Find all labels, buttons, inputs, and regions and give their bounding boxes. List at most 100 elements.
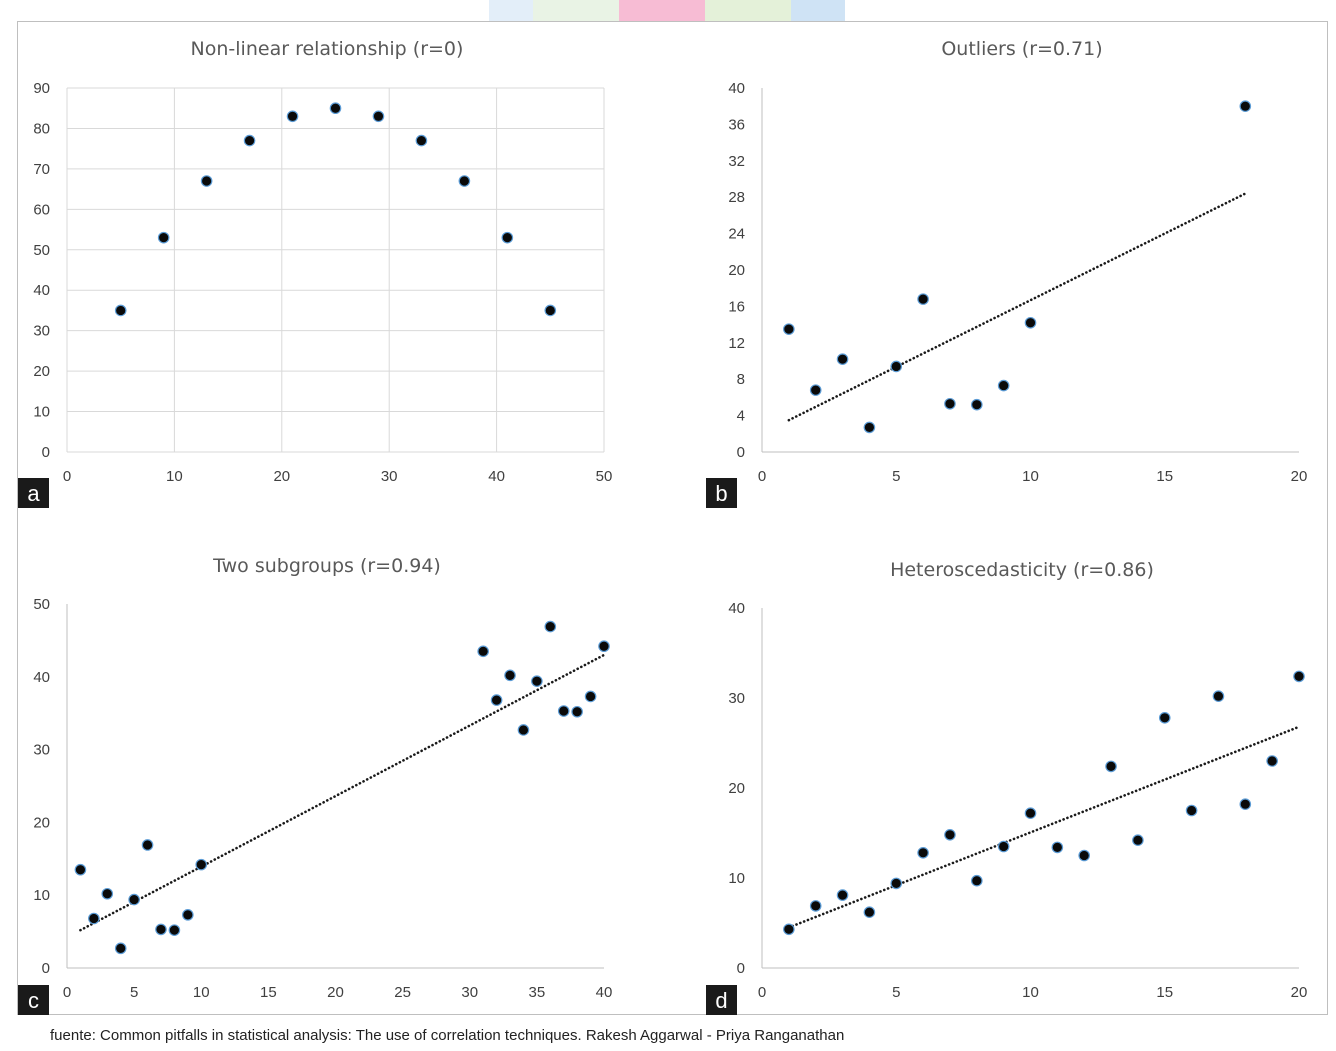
data-point	[1266, 755, 1278, 767]
x-tick-label: 10	[166, 468, 183, 485]
x-tick-label: 5	[892, 468, 900, 485]
data-point	[544, 620, 557, 633]
y-tick-label: 36	[728, 116, 745, 133]
y-tick-label: 20	[728, 780, 745, 797]
x-tick-label: 0	[758, 468, 766, 485]
y-tick-label: 30	[33, 323, 50, 340]
data-point	[101, 887, 114, 900]
data-point	[571, 705, 583, 718]
y-tick-label: 10	[728, 870, 745, 887]
data-point	[584, 690, 597, 703]
data-point	[1105, 760, 1117, 773]
trendline	[79, 653, 606, 932]
data-point	[88, 912, 100, 925]
y-tick-label: 10	[33, 404, 50, 421]
panel-label: d	[715, 988, 727, 1013]
data-point	[501, 231, 514, 244]
y-tick-label: 12	[728, 335, 745, 352]
chart-panel-d: Heteroscedasticity (r=0.86) 0 10 20 30 40 0 5 10…	[706, 559, 1307, 1015]
data-point	[415, 134, 428, 147]
data-point	[504, 669, 516, 682]
data-point	[917, 846, 929, 859]
x-tick-label: 40	[488, 468, 505, 485]
chart-title: Non-linear relationship (r=0)	[191, 38, 464, 60]
x-tick-label: 0	[63, 984, 71, 1001]
data-point	[114, 304, 127, 317]
data-point	[598, 640, 610, 653]
data-point	[557, 705, 570, 717]
panel-label: c	[28, 988, 39, 1013]
y-tick-label: 0	[42, 444, 50, 461]
y-tick-label: 50	[33, 596, 50, 613]
data-point	[141, 839, 154, 851]
data-point	[1158, 711, 1171, 724]
data-point	[372, 110, 385, 123]
data-point	[286, 110, 299, 123]
x-tick-label: 15	[260, 984, 277, 1001]
x-tick-label: 5	[130, 984, 138, 1001]
data-point	[970, 398, 983, 411]
x-tick-label: 0	[63, 468, 71, 485]
strip-swatch	[489, 0, 533, 22]
data-point	[114, 942, 127, 955]
data-point	[809, 384, 822, 396]
y-tick-label: 50	[33, 242, 50, 259]
data-point	[195, 858, 208, 871]
chart-title: Two subgroups (r=0.94)	[212, 555, 441, 577]
x-tick-label: 10	[1022, 468, 1039, 485]
y-tick-label: 0	[42, 960, 50, 977]
data-point	[517, 724, 530, 736]
x-tick-label: 30	[381, 468, 398, 485]
x-tick-label: 50	[596, 468, 613, 485]
strip-swatch	[791, 0, 845, 22]
data-point	[917, 293, 929, 305]
data-point	[836, 353, 849, 365]
y-tick-label: 40	[33, 282, 50, 299]
y-tick-label: 30	[33, 742, 50, 759]
panel-label: b	[715, 481, 727, 506]
data-point	[997, 840, 1010, 853]
chart-panel-a: Non-linear relationship (r=0) 0 10 20 30 40 50…	[18, 38, 612, 508]
data-point	[997, 379, 1010, 392]
data-point	[1024, 316, 1037, 329]
data-point	[531, 675, 543, 687]
y-tick-label: 40	[728, 600, 745, 617]
data-point	[783, 923, 795, 936]
x-tick-label: 15	[1156, 468, 1173, 485]
header-color-strip	[489, 0, 845, 22]
data-point	[168, 924, 181, 936]
y-tick-label: 10	[33, 887, 50, 904]
x-tick-label: 40	[596, 984, 613, 1001]
data-point	[544, 304, 557, 317]
y-tick-label: 20	[33, 363, 50, 380]
x-tick-label: 20	[273, 468, 290, 485]
chart-title: Heteroscedasticity (r=0.86)	[890, 559, 1154, 581]
y-tick-label: 20	[728, 262, 745, 279]
strip-swatch	[619, 0, 705, 22]
x-tick-label: 10	[193, 984, 210, 1001]
figure-frame	[17, 21, 1328, 1015]
data-point	[809, 900, 822, 912]
y-tick-label: 80	[33, 120, 50, 137]
data-point	[157, 231, 170, 244]
data-point	[329, 102, 342, 115]
data-point	[783, 323, 795, 335]
data-point	[890, 877, 903, 890]
y-tick-label: 0	[737, 444, 745, 461]
panel-label-box	[18, 478, 49, 508]
data-point	[1212, 690, 1225, 702]
y-tick-label: 40	[728, 80, 745, 97]
y-tick-label: 60	[33, 201, 50, 218]
data-point	[944, 397, 956, 410]
data-point	[200, 175, 213, 187]
chart-panel-b: Outliers (r=0.71) 0 4 8 12 16 20 24 28 32 36 40 0 5 10…	[706, 38, 1307, 508]
data-point	[74, 863, 87, 876]
y-tick-label: 40	[33, 669, 50, 686]
x-tick-label: 20	[1291, 984, 1308, 1001]
x-tick-label: 25	[394, 984, 411, 1001]
data-point	[890, 360, 903, 373]
data-point	[836, 889, 849, 901]
panel-label-box	[706, 478, 737, 508]
y-tick-label: 24	[728, 226, 745, 243]
figure-caption: fuente: Common pitfalls in statistical a…	[50, 1027, 845, 1044]
